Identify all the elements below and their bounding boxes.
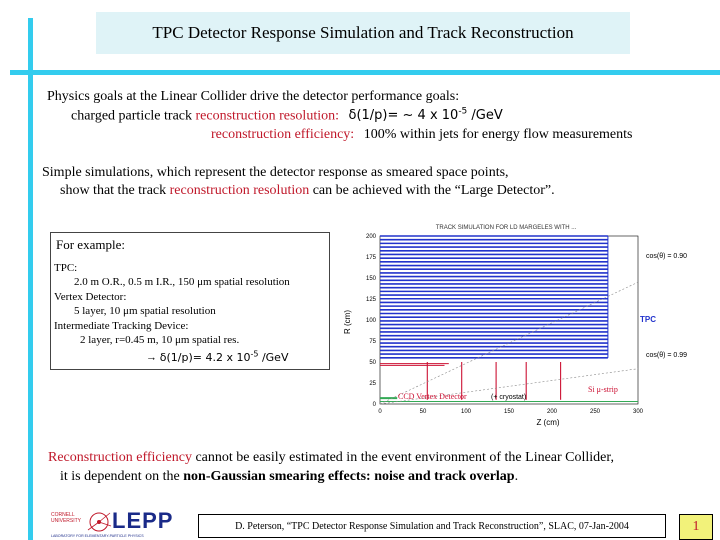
footer-citation-text: D. Peterson, “TPC Detector Response Simu…	[235, 520, 629, 532]
example-tpc-spec: 2.0 m O.R., 0.5 m I.R., 150 μm spatial r…	[74, 276, 290, 289]
x-tick-label-100: 100	[461, 409, 472, 415]
y-tick-label-175: 175	[366, 255, 377, 261]
y-tick-label-200: 200	[366, 234, 377, 240]
x-tick-label-250: 250	[590, 409, 601, 415]
annotation-ccd: CCD Vertex Detector	[398, 392, 467, 401]
chart-title: TRACK SIMULATION FOR LD MARGELES WITH ..…	[436, 225, 577, 231]
example-details: TPC: 2.0 m O.R., 0.5 m I.R., 150 μm spat…	[54, 261, 324, 364]
example-resolution-result: → δ(1/p)= 4.2 x 10-5 /GeV	[146, 349, 289, 365]
page-number: 1	[679, 514, 713, 540]
y-tick-label-150: 150	[366, 276, 377, 282]
chart-ylabel: R (cm)	[343, 310, 352, 334]
efficiency-label: Reconstruction efficiency	[48, 450, 192, 465]
footer-citation: D. Peterson, “TPC Detector Response Simu…	[198, 514, 666, 538]
example-itd-spec: 2 layer, r=0.45 m, 10 μm spatial res.	[80, 334, 240, 347]
example-tpc-heading: TPC:	[54, 262, 78, 274]
x-tick-label-200: 200	[547, 409, 558, 415]
efficiency-line-2: it is dependent on the non-Gaussian smea…	[60, 469, 518, 485]
cos-theta-090-line	[379, 281, 639, 405]
goals-line-3: reconstruction efficiency: 100% within j…	[211, 127, 632, 143]
goals-line-1: Physics goals at the Linear Collider dri…	[47, 89, 459, 105]
x-tick-label-300: 300	[633, 409, 644, 415]
x-tick-label-150: 150	[504, 409, 515, 415]
chart-xlabel: Z (cm)	[536, 418, 559, 427]
efficiency-line-1-text: cannot be easily estimated in the event …	[191, 450, 614, 465]
example-lead: For example:	[56, 237, 125, 252]
sims-resolution-label: reconstruction resolution	[169, 183, 310, 198]
sims-line-1-text: Simple simulations, which represent the …	[42, 165, 509, 180]
example-itd-heading: Intermediate Tracking Device:	[54, 319, 189, 332]
x-tick-label-50: 50	[420, 409, 427, 415]
particle-burst-icon	[87, 512, 112, 532]
annotation-cos99: cos(θ) = 0.99	[646, 352, 687, 359]
sims-line-2-pre: show that the track	[60, 183, 170, 198]
y-tick-label-0: 0	[373, 402, 377, 408]
y-tick-label-125: 125	[366, 297, 377, 303]
efficiency-line-2-pre: it is dependent on the	[60, 469, 184, 484]
example-box: For example: TPC: 2.0 m O.R., 0.5 m I.R.…	[50, 232, 330, 370]
slide-title-box: TPC Detector Response Simulation and Tra…	[96, 12, 630, 54]
annotation-cos90: cos(θ) = 0.90	[646, 253, 687, 260]
goals-resolution-label: reconstruction resolution:	[195, 108, 339, 124]
goals-efficiency-label: reconstruction efficiency:	[211, 127, 355, 142]
goals-line-1-text: Physics goals at the Linear Collider dri…	[47, 89, 460, 104]
sims-line-1: Simple simulations, which represent the …	[42, 165, 509, 181]
detector-layout-chart: TRACK SIMULATION FOR LD MARGELES WITH ..…	[343, 225, 687, 427]
y-tick-label-50: 50	[369, 360, 376, 366]
annotation-tpc: TPC	[640, 315, 656, 324]
example-vertex-spec: 5 layer, 10 μm spatial resolution	[74, 305, 216, 318]
y-tick-label-100: 100	[366, 318, 377, 324]
left-accent-bar	[28, 18, 33, 540]
efficiency-line-2-post: .	[514, 469, 519, 484]
top-accent-bar	[10, 70, 720, 75]
efficiency-line-1: Reconstruction efficiency cannot be easi…	[48, 450, 614, 466]
y-tick-label-75: 75	[369, 339, 376, 345]
annotation-cryostat: (+ cryostat)	[491, 394, 526, 401]
y-tick-label-25: 25	[369, 381, 376, 387]
annotation-si: Si μ-strip	[588, 385, 618, 394]
slide-title: TPC Detector Response Simulation and Tra…	[152, 23, 574, 42]
sims-line-2-post: can be achieved with the “Large Detector…	[309, 183, 555, 198]
efficiency-line-2-bold: non-Gaussian smearing effects: noise and…	[183, 469, 515, 484]
lepp-logo: CORNELL UNIVERSITY LEPP LABORATORY FOR EL…	[51, 508, 174, 538]
cos-theta-099-line	[379, 368, 639, 405]
example-vertex-heading: Vertex Detector:	[54, 290, 127, 303]
plot-area: 0 50 100 150 200 250 300 0 25 50 75 100 125 150 175 200	[366, 234, 644, 415]
goals-efficiency-text: 100% within jets for energy flow measure…	[363, 127, 633, 142]
goals-line-2: charged particle track reconstruction re…	[71, 107, 503, 124]
goals-line-2-pre: charged particle track	[71, 108, 196, 124]
goals-resolution-formula: δ(1/p)= ~ 4 x 10-5 /GeV	[348, 107, 503, 124]
page-number-text: 1	[692, 519, 700, 534]
x-tick-label-0: 0	[378, 409, 382, 415]
sims-line-2: show that the track reconstruction resol…	[60, 183, 555, 199]
